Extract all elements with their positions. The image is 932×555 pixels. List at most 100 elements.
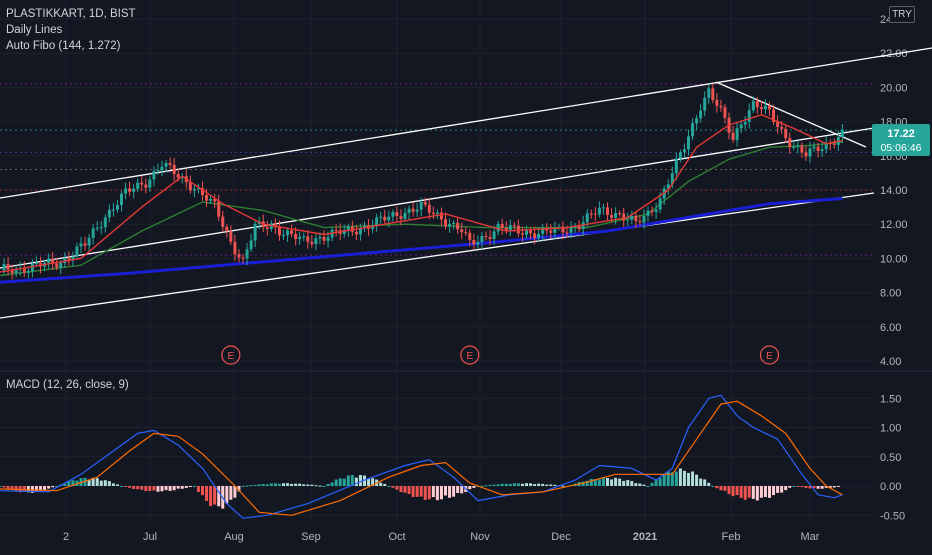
macd-histogram-bar bbox=[549, 484, 553, 486]
macd-histogram-bar bbox=[338, 478, 342, 486]
macd-histogram-bar bbox=[350, 475, 354, 486]
trend-channel-line[interactable] bbox=[0, 192, 875, 319]
macd-histogram-bar bbox=[630, 481, 634, 486]
candle-body bbox=[800, 145, 804, 153]
macd-histogram-bar bbox=[196, 486, 200, 492]
candle-body bbox=[290, 230, 294, 234]
candle-body bbox=[229, 231, 233, 242]
candle-body bbox=[812, 146, 816, 149]
macd-histogram-bar bbox=[419, 486, 423, 497]
last-price-badge[interactable] bbox=[872, 124, 930, 156]
currency-button[interactable]: TRY bbox=[889, 6, 915, 23]
macd-histogram-bar bbox=[346, 475, 350, 486]
macd-histogram-bar bbox=[674, 471, 678, 486]
macd-histogram-bar bbox=[654, 479, 658, 486]
macd-histogram-bar bbox=[237, 486, 241, 492]
candle-body bbox=[148, 179, 152, 188]
macd-histogram-bar bbox=[367, 478, 371, 486]
macd-histogram-bar bbox=[334, 479, 338, 486]
macd-histogram-bar bbox=[387, 486, 391, 487]
candle-body bbox=[759, 107, 763, 110]
candle-body bbox=[715, 99, 719, 106]
trend-channel-line[interactable] bbox=[0, 47, 932, 199]
macd-histogram-bar bbox=[626, 480, 630, 486]
candle-body bbox=[87, 237, 91, 246]
candle-body bbox=[646, 210, 650, 216]
candle-body bbox=[707, 88, 711, 98]
macd-histogram-bar bbox=[217, 486, 221, 507]
earnings-marker[interactable] bbox=[221, 345, 241, 365]
macd-histogram-bar bbox=[34, 486, 38, 492]
candle-body bbox=[196, 188, 200, 190]
macd-histogram-bar bbox=[824, 486, 828, 488]
macd-histogram-bar bbox=[39, 486, 42, 491]
macd-histogram-bar bbox=[107, 481, 111, 486]
macd-histogram-bar bbox=[298, 483, 302, 486]
candle-body bbox=[22, 267, 26, 273]
macd-tick-label: 1.00 bbox=[880, 423, 901, 435]
macd-histogram-bar bbox=[727, 486, 731, 495]
candle-body bbox=[687, 136, 690, 150]
candle-body bbox=[500, 223, 504, 229]
candle-body bbox=[107, 209, 111, 218]
candle-body bbox=[192, 189, 196, 191]
macd-histogram-bar bbox=[601, 477, 605, 486]
candle-body bbox=[249, 240, 253, 250]
candle-body bbox=[47, 258, 51, 263]
candle-body bbox=[91, 228, 95, 238]
candle-body bbox=[83, 243, 87, 246]
macd-signal-line bbox=[0, 400, 843, 516]
candle-body bbox=[816, 146, 820, 151]
candle-body bbox=[804, 152, 808, 157]
macd-histogram-bar bbox=[776, 486, 780, 493]
macd-histogram-bar bbox=[836, 486, 840, 487]
macd-histogram-bar bbox=[743, 486, 747, 500]
macd-legend[interactable]: MACD (12, 26, close, 9) bbox=[6, 379, 129, 391]
trend-channel-line[interactable] bbox=[0, 127, 875, 269]
macd-histogram-bar bbox=[354, 477, 358, 486]
macd-histogram-bar bbox=[427, 486, 431, 500]
indicator-daily-lines[interactable]: Daily Lines bbox=[6, 24, 63, 36]
macd-histogram-bar bbox=[22, 486, 26, 492]
candle-body bbox=[537, 233, 541, 239]
candle-body bbox=[585, 213, 589, 223]
candle-body bbox=[468, 232, 472, 240]
earnings-marker[interactable] bbox=[759, 345, 780, 365]
candle-body bbox=[533, 233, 537, 239]
earnings-marker[interactable] bbox=[460, 345, 480, 365]
candle-body bbox=[172, 164, 176, 175]
macd-histogram-bar bbox=[160, 486, 164, 492]
macd-histogram-bar bbox=[508, 483, 512, 486]
macd-histogram-bar bbox=[828, 486, 832, 488]
macd-histogram-bar bbox=[184, 486, 188, 488]
candle-body bbox=[188, 182, 192, 191]
macd-histogram-bar bbox=[796, 486, 800, 487]
macd-histogram-bar bbox=[642, 484, 646, 486]
macd-histogram-bar bbox=[670, 472, 674, 486]
candle-body bbox=[464, 232, 468, 234]
candle-body bbox=[589, 213, 593, 215]
macd-histogram-bar bbox=[403, 486, 407, 493]
candle-body bbox=[427, 204, 431, 213]
macd-histogram-bar bbox=[589, 478, 593, 486]
macd-histogram-bar bbox=[581, 481, 585, 486]
macd-histogram-bar bbox=[176, 486, 180, 489]
candle-body bbox=[439, 212, 443, 220]
candle-body bbox=[448, 224, 452, 227]
macd-histogram-bar bbox=[391, 486, 395, 488]
candle-body bbox=[34, 263, 38, 265]
macd-histogram-bar bbox=[444, 486, 447, 496]
candle-body bbox=[711, 88, 715, 100]
candle-body bbox=[642, 215, 646, 223]
candle-body bbox=[375, 217, 379, 226]
macd-histogram-bar bbox=[75, 480, 79, 486]
macd-histogram-bar bbox=[407, 486, 411, 495]
candle-body bbox=[512, 225, 516, 227]
candle-body bbox=[460, 229, 464, 233]
candle-body bbox=[557, 226, 561, 228]
candle-body bbox=[670, 173, 674, 185]
indicator-auto-fibo[interactable]: Auto Fibo (144, 1.272) bbox=[6, 40, 121, 52]
price-tick-label: 4.00 bbox=[880, 356, 901, 368]
candle-body bbox=[666, 184, 670, 189]
